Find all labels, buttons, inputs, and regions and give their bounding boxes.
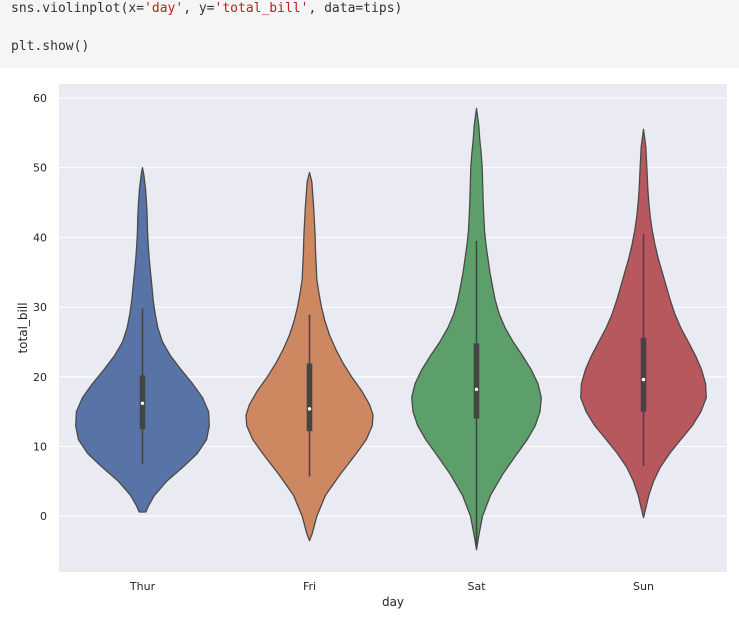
- code-line-2: plt.show(): [11, 39, 90, 54]
- violin-median-point: [307, 407, 312, 411]
- violin-iqr-box: [473, 343, 480, 419]
- x-tick-label: Fri: [303, 580, 316, 593]
- violin-iqr-box: [640, 337, 647, 412]
- x-tick-label: Sat: [467, 580, 486, 593]
- y-tick-label: 40: [33, 231, 47, 244]
- x-tick-label: Thur: [129, 580, 156, 593]
- y-tick-label: 0: [40, 510, 47, 523]
- x-axis-label: day: [382, 595, 404, 609]
- y-tick-label: 50: [33, 162, 47, 175]
- violin-median-point: [140, 401, 145, 405]
- y-tick-label: 30: [33, 301, 47, 314]
- x-tick-label: Sun: [633, 580, 654, 593]
- violin-median-point: [474, 387, 479, 392]
- code-string-token: 'total_bill': [214, 1, 309, 16]
- code-line-1: sns.violinplot(x='day', y='total_bill', …: [11, 1, 402, 16]
- violin-median-point: [641, 377, 646, 382]
- y-tick-label: 20: [33, 371, 47, 384]
- code-string-token: 'day': [144, 1, 184, 16]
- y-tick-label: 10: [33, 441, 47, 454]
- code-token: sns.violinplot(x=: [11, 1, 145, 16]
- y-tick-label: 60: [33, 92, 47, 105]
- code-token: , data=tips): [308, 1, 403, 16]
- violin-iqr-box: [306, 363, 313, 432]
- y-axis-label: total_bill: [16, 302, 30, 353]
- code-cell[interactable]: sns.violinplot(x='day', y='total_bill', …: [0, 0, 739, 68]
- code-token: , y=: [183, 1, 215, 16]
